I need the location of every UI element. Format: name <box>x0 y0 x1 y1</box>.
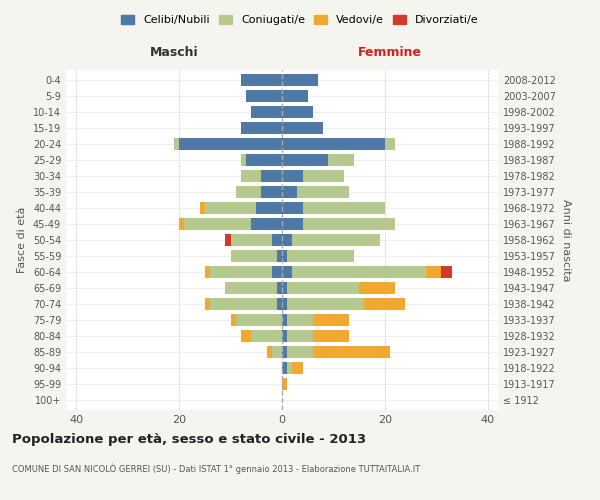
Bar <box>230 314 236 326</box>
Bar <box>272 234 282 246</box>
Bar <box>282 298 287 310</box>
Bar <box>200 202 205 214</box>
Bar <box>328 154 354 166</box>
Bar <box>292 362 302 374</box>
Bar <box>241 74 282 86</box>
Bar <box>230 234 272 246</box>
Legend: Celibi/Nubili, Coniugati/e, Vedovi/e, Divorziati/e: Celibi/Nubili, Coniugati/e, Vedovi/e, Di… <box>117 10 483 30</box>
Bar <box>287 314 313 326</box>
Bar <box>282 330 287 342</box>
Bar <box>210 266 272 278</box>
Bar <box>256 202 282 214</box>
Bar <box>179 218 184 230</box>
Bar <box>282 266 292 278</box>
Bar <box>282 378 287 390</box>
Bar <box>246 154 282 166</box>
Bar <box>287 282 359 294</box>
Bar <box>266 346 272 358</box>
Bar <box>282 186 298 198</box>
Bar <box>236 186 262 198</box>
Bar <box>313 346 390 358</box>
Bar <box>251 106 282 118</box>
Text: Popolazione per età, sesso e stato civile - 2013: Popolazione per età, sesso e stato civil… <box>12 432 366 446</box>
Bar <box>251 218 282 230</box>
Bar <box>236 314 282 326</box>
Bar <box>174 138 179 150</box>
Bar <box>205 298 210 310</box>
Bar <box>282 234 292 246</box>
Y-axis label: Anni di nascita: Anni di nascita <box>561 198 571 281</box>
Bar <box>282 170 302 182</box>
Bar <box>313 330 349 342</box>
Bar <box>210 298 277 310</box>
Bar <box>282 282 287 294</box>
Bar <box>277 298 282 310</box>
Bar <box>205 266 210 278</box>
Bar <box>426 266 442 278</box>
Bar <box>282 250 287 262</box>
Bar <box>313 314 349 326</box>
Bar <box>241 330 251 342</box>
Bar <box>262 170 282 182</box>
Bar <box>251 330 282 342</box>
Bar <box>302 218 395 230</box>
Bar <box>292 266 426 278</box>
Bar <box>302 170 344 182</box>
Bar <box>282 74 318 86</box>
Bar <box>302 202 385 214</box>
Bar <box>277 250 282 262</box>
Bar <box>282 218 302 230</box>
Bar <box>282 346 287 358</box>
Y-axis label: Fasce di età: Fasce di età <box>17 207 27 273</box>
Bar <box>282 138 385 150</box>
Bar <box>287 298 364 310</box>
Bar <box>282 90 308 102</box>
Text: COMUNE DI SAN NICOLÒ GERREI (SU) - Dati ISTAT 1° gennaio 2013 - Elaborazione TUT: COMUNE DI SAN NICOLÒ GERREI (SU) - Dati … <box>12 464 420 474</box>
Bar <box>241 122 282 134</box>
Text: Maschi: Maschi <box>149 46 199 59</box>
Text: Femmine: Femmine <box>358 46 422 59</box>
Bar <box>230 250 277 262</box>
Bar <box>442 266 452 278</box>
Bar <box>282 202 302 214</box>
Bar <box>241 170 262 182</box>
Bar <box>287 330 313 342</box>
Bar <box>272 266 282 278</box>
Bar <box>282 106 313 118</box>
Bar <box>287 362 292 374</box>
Bar <box>246 90 282 102</box>
Bar <box>364 298 406 310</box>
Bar <box>282 314 287 326</box>
Bar <box>282 122 323 134</box>
Bar <box>385 138 395 150</box>
Bar <box>272 346 282 358</box>
Bar <box>298 186 349 198</box>
Bar <box>241 154 246 166</box>
Bar <box>205 202 256 214</box>
Bar <box>262 186 282 198</box>
Bar <box>287 346 313 358</box>
Bar <box>226 282 277 294</box>
Bar <box>359 282 395 294</box>
Bar <box>179 138 282 150</box>
Bar <box>292 234 380 246</box>
Bar <box>282 154 328 166</box>
Bar <box>282 362 287 374</box>
Bar <box>287 250 354 262</box>
Bar <box>277 282 282 294</box>
Bar <box>184 218 251 230</box>
Bar <box>226 234 230 246</box>
